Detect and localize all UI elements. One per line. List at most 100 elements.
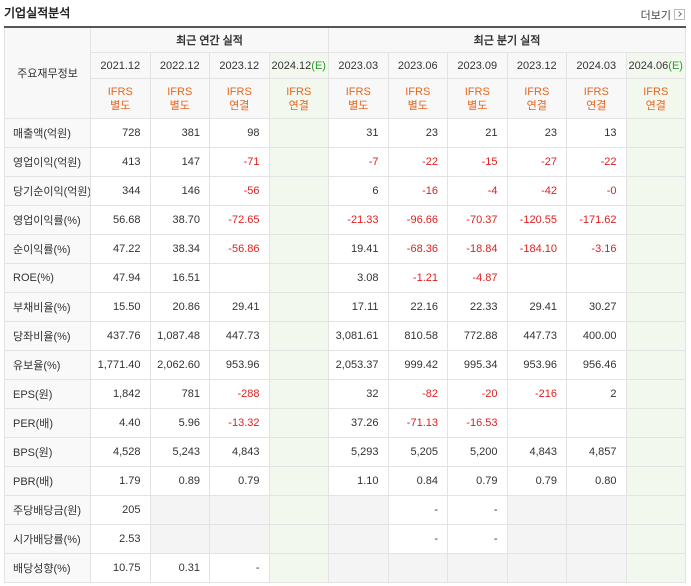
value-cell <box>506 553 567 583</box>
value-cell: 956.46 <box>566 350 627 380</box>
value-text: 1,771.40 <box>97 359 141 371</box>
standard-row: IFRS 별도 IFRS 별도 IFRS 연결 IFRS 연결 IFRS 별도 IFRS 별도 IFRS… <box>5 78 686 119</box>
value-cell: 13 <box>566 118 627 148</box>
value-cell <box>625 176 686 206</box>
value-cell <box>625 524 686 554</box>
row-label: EPS(원) <box>4 379 91 409</box>
value-text: -4 <box>487 185 498 197</box>
value-cell <box>625 437 686 467</box>
value-text: -7 <box>368 156 379 168</box>
value-text: 23 <box>425 127 438 139</box>
group-label: 최근 연간 실적 <box>176 35 243 47</box>
value-cell <box>566 524 627 554</box>
value-text: 4,843 <box>231 446 260 458</box>
standard-text: IFRS <box>286 85 312 98</box>
standard-header: IFRS 연결 <box>268 78 329 119</box>
standard-text: IFRS <box>345 85 371 98</box>
period-header: 2021.12 <box>90 52 151 79</box>
period-label: 2024.12 <box>271 59 312 72</box>
value-text: -72.65 <box>228 214 260 226</box>
row-label-text: 당기순이익(억원) <box>13 186 91 198</box>
value-text: 2,062.60 <box>157 359 200 371</box>
value-text: 13 <box>604 127 617 139</box>
value-text: -22 <box>600 156 617 168</box>
value-text: 17.11 <box>351 301 379 313</box>
row-label: BPS(원) <box>4 437 91 467</box>
section-title: 기업실적분석 <box>4 6 71 20</box>
value-cell: -13.32 <box>209 408 270 438</box>
value-text: - <box>493 533 498 545</box>
value-text: 4,528 <box>112 446 141 458</box>
more-text[interactable]: 더보기 <box>640 10 671 22</box>
value-cell: 381 <box>149 118 210 148</box>
period-header: 2022.12 <box>149 52 210 79</box>
value-text: 995.34 <box>463 359 498 371</box>
value-text: 0.80 <box>595 475 617 487</box>
data-row: BPS(원) 4,528 5,243 4,843 5,293 5,205 5,200 4,84… <box>4 437 686 467</box>
period-label: 2023.12 <box>516 59 557 72</box>
value-cell: -1.21 <box>387 263 448 293</box>
value-cell <box>268 437 329 467</box>
value-text: -56 <box>243 185 260 197</box>
standard-text: IFRS <box>226 85 252 98</box>
value-cell <box>625 379 686 409</box>
value-cell: - <box>387 495 448 525</box>
standard-text: 연결 <box>586 99 607 112</box>
value-cell: 16.51 <box>149 263 210 293</box>
value-cell: 147 <box>149 147 210 177</box>
value-text: 147 <box>181 156 200 168</box>
value-cell: 2.53 <box>90 524 151 554</box>
value-cell <box>625 147 686 177</box>
value-cell: 5,243 <box>149 437 210 467</box>
value-cell <box>268 118 329 148</box>
estimate-mark: (E) <box>311 59 326 72</box>
standard-text: 별도 <box>407 99 428 112</box>
corner-cell: 주요재무정보 <box>4 26 91 119</box>
data-row: 당좌비율(%) 437.76 1,087.48 447.73 3,081.61 810.5… <box>4 321 686 351</box>
value-text: 21 <box>485 127 498 139</box>
value-cell <box>566 263 627 293</box>
value-text: 98 <box>247 127 260 139</box>
period-header: 2024.12(E) <box>268 52 329 79</box>
value-cell: 0.84 <box>387 466 448 496</box>
value-cell: -16 <box>387 176 448 206</box>
data-row: 배당성향(%) 10.75 0.31 - <box>4 553 686 583</box>
value-text: 4,857 <box>588 446 617 458</box>
value-text: -16.53 <box>466 417 498 429</box>
value-cell <box>209 495 270 525</box>
value-cell: 1,842 <box>90 379 151 409</box>
more-icon[interactable] <box>674 9 685 20</box>
value-cell: -120.55 <box>506 205 567 235</box>
value-cell: -15 <box>447 147 508 177</box>
standard-header: IFRS 별도 <box>447 78 508 119</box>
value-text: 5.96 <box>178 417 200 429</box>
value-text: 437.76 <box>106 330 141 342</box>
data-row: ROE(%) 47.94 16.51 3.08 -1.21 -4.87 <box>4 263 686 293</box>
value-cell <box>268 147 329 177</box>
value-text: 23 <box>544 127 557 139</box>
value-cell: -27 <box>506 147 567 177</box>
row-label-text: PBR(배) <box>13 476 54 488</box>
data-row: 영업이익(억원) 413 147 -71 -7 -22 -15 -27 -22 <box>4 147 686 177</box>
more-link[interactable]: 더보기 <box>641 7 685 23</box>
value-cell: -16.53 <box>447 408 508 438</box>
period-label: 2024.03 <box>576 59 617 72</box>
value-cell: 29.41 <box>209 292 270 322</box>
value-cell <box>268 292 329 322</box>
period-row: 2021.12 2022.12 2023.12 2024.12(E) 2023.03 20… <box>5 52 686 79</box>
value-text: -70.37 <box>466 214 498 226</box>
value-text: 447.73 <box>225 330 260 342</box>
group-header: 최근 분기 실적 <box>328 26 686 53</box>
value-cell: 146 <box>149 176 210 206</box>
value-text: -13.32 <box>228 417 260 429</box>
value-text: -56.86 <box>228 243 260 255</box>
row-label-text: 시가배당률(%) <box>13 534 81 546</box>
row-label-text: BPS(원) <box>13 447 53 459</box>
period-label: 2024.06 <box>628 59 669 72</box>
value-cell: 4,843 <box>506 437 567 467</box>
value-cell <box>268 205 329 235</box>
value-cell <box>268 524 329 554</box>
value-text: 4,843 <box>529 446 557 458</box>
value-text: 146 <box>181 185 200 197</box>
